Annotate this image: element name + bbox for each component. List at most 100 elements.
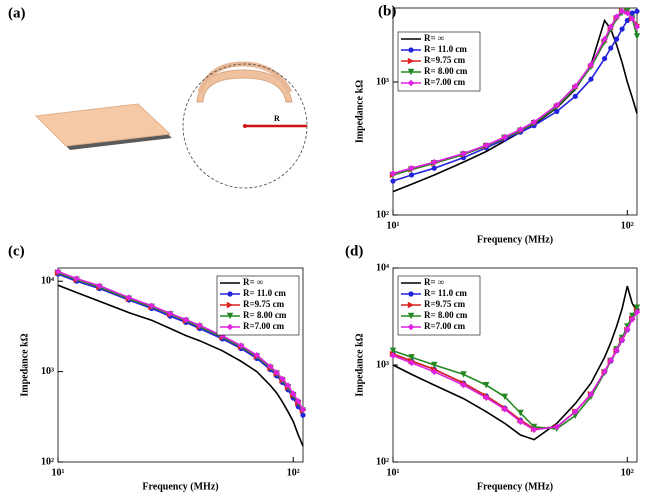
marker (530, 426, 538, 433)
marker (267, 363, 274, 370)
marker (572, 82, 579, 90)
legend-label: R=9.75 cm (424, 55, 466, 65)
marker (629, 15, 636, 22)
marker (572, 93, 578, 99)
marker (629, 312, 636, 320)
radius-label: R (274, 114, 280, 123)
y-axis-label: Impedance kΩ (354, 333, 365, 396)
panel-label: (c) (8, 243, 25, 259)
marker (295, 398, 302, 405)
marker (629, 316, 636, 323)
marker (196, 322, 203, 329)
y-tick-label: 10³ (376, 359, 389, 370)
marker (431, 361, 438, 369)
x-axis-label: Frequency (MHz) (477, 234, 553, 245)
x-tick-label: 10¹ (387, 220, 400, 231)
marker (167, 310, 174, 317)
marker (279, 375, 286, 383)
legend-label: R= 8.00 cm (243, 310, 287, 320)
marker (553, 423, 560, 431)
marker (517, 409, 524, 417)
legend-label: R= 11.0 cm (424, 44, 467, 54)
marker (284, 382, 292, 389)
legend-label: R= ∞ (243, 277, 263, 287)
marker (588, 76, 594, 82)
marker (407, 79, 415, 87)
x-axis-label: Frequency (MHz) (142, 481, 218, 492)
marker (431, 368, 438, 376)
plate-diagram (34, 103, 172, 150)
y-axis-label: Impedance kΩ (19, 333, 30, 396)
marker (517, 418, 524, 425)
marker (96, 282, 103, 289)
marker (618, 336, 626, 343)
series-line (392, 285, 638, 441)
marker (237, 342, 245, 349)
x-axis-label: Frequency (MHz) (477, 481, 553, 492)
marker (633, 23, 641, 30)
marker (431, 158, 438, 166)
marker (613, 347, 620, 354)
y-tick-label: 10⁴ (41, 276, 54, 287)
marker (227, 291, 233, 297)
marker (633, 304, 641, 311)
marker (587, 390, 595, 398)
marker (629, 10, 635, 16)
marker (73, 275, 80, 282)
marker (624, 9, 631, 17)
panel-label: (a) (8, 5, 26, 21)
marker (408, 47, 414, 53)
marker (389, 347, 397, 355)
marker (407, 323, 415, 331)
legend-label: R= ∞ (424, 33, 444, 43)
marker (572, 408, 579, 415)
marker (624, 326, 631, 333)
marker (226, 323, 234, 331)
legend-label: R= 11.0 cm (424, 288, 467, 298)
marker (299, 406, 307, 413)
marker (407, 68, 415, 76)
marker (300, 412, 306, 418)
marker (572, 412, 579, 419)
marker (607, 357, 614, 364)
legend-label: R= 8.00 cm (424, 66, 468, 76)
legend-label: R= 11.0 cm (243, 288, 286, 298)
marker (483, 394, 490, 401)
y-tick-label: 10² (376, 456, 389, 467)
marker (226, 301, 234, 309)
marker (460, 381, 467, 389)
marker (407, 57, 415, 65)
marker (431, 165, 437, 171)
x-tick-label: 10² (621, 220, 634, 231)
marker (253, 351, 261, 359)
marker (460, 371, 467, 378)
x-tick-label: 10² (287, 467, 300, 478)
marker (273, 369, 280, 376)
marker (618, 8, 626, 15)
marker (290, 390, 297, 397)
marker (390, 178, 396, 184)
marker (389, 352, 397, 359)
marker (601, 55, 608, 62)
legend-label: R=9.75 cm (424, 299, 466, 309)
legend-label: R=7.00 cm (424, 321, 466, 331)
marker (624, 17, 630, 24)
marker (634, 8, 640, 14)
marker (389, 170, 397, 177)
marker (407, 312, 415, 320)
marker (408, 359, 415, 367)
marker (553, 101, 560, 109)
marker (408, 164, 415, 172)
marker (148, 302, 155, 309)
marker (587, 61, 595, 68)
x-tick-label: 10² (621, 467, 634, 478)
marker (408, 172, 415, 178)
legend-label: R=9.75 cm (243, 299, 285, 309)
marker (601, 35, 608, 43)
marker (501, 406, 508, 413)
marker (633, 33, 641, 40)
marker (125, 294, 133, 301)
marker (407, 301, 415, 309)
marker (530, 118, 538, 126)
